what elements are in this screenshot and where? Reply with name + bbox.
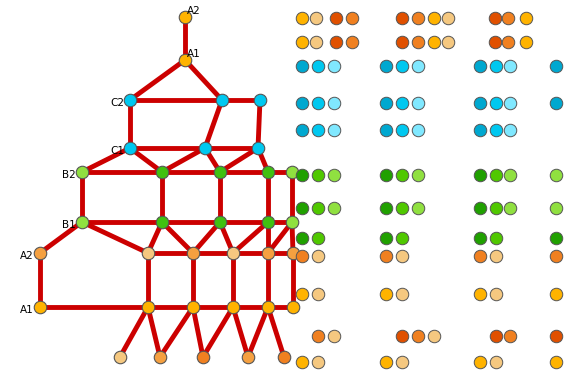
Text: A2: A2 (187, 6, 201, 16)
Text: B1: B1 (62, 220, 76, 230)
Text: A2: A2 (20, 251, 34, 261)
Text: C2: C2 (110, 98, 124, 108)
Text: B2: B2 (62, 170, 76, 180)
Text: A1: A1 (20, 305, 34, 315)
Text: C1: C1 (110, 146, 124, 156)
Text: A1: A1 (187, 49, 201, 59)
